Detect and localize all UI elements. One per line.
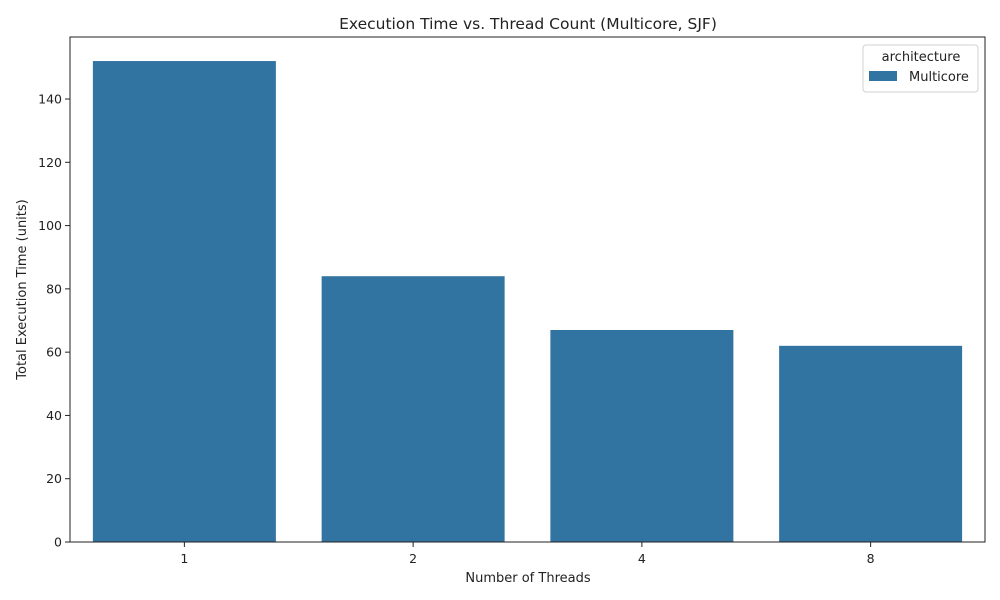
y-axis-ticks: 0 20 40 60 80 100 120 140 [38,92,70,550]
y-tick-label-140: 140 [38,92,62,107]
bars-group [92,61,963,543]
legend-title: architecture [882,50,961,65]
plot-frame [69,36,986,543]
y-tick-label-60: 60 [46,345,62,360]
bar-4 [550,330,734,542]
legend-swatch-multicore [869,71,897,81]
legend-label-multicore: Multicore [909,70,969,85]
y-tick-label-40: 40 [46,408,62,423]
y-tick-label-100: 100 [38,218,62,233]
y-axis-label: Total Execution Time (units) [15,199,30,380]
y-tick-label-0: 0 [54,535,62,550]
bar-8 [779,345,963,542]
x-axis-ticks: 1 2 4 8 [180,542,875,566]
bar-2 [321,276,505,542]
x-tick-label-4: 4 [638,551,646,566]
legend: architecture Multicore [862,44,979,93]
x-tick-label-1: 1 [180,551,188,566]
x-axis-label: Number of Threads [465,571,590,586]
y-tick-label-120: 120 [38,155,62,170]
chart-title: Execution Time vs. Thread Count (Multico… [339,15,717,33]
y-tick-label-20: 20 [46,471,62,486]
x-tick-label-8: 8 [867,551,875,566]
y-tick-label-80: 80 [46,281,62,296]
x-tick-label-2: 2 [409,551,417,566]
bar-1 [92,61,276,543]
